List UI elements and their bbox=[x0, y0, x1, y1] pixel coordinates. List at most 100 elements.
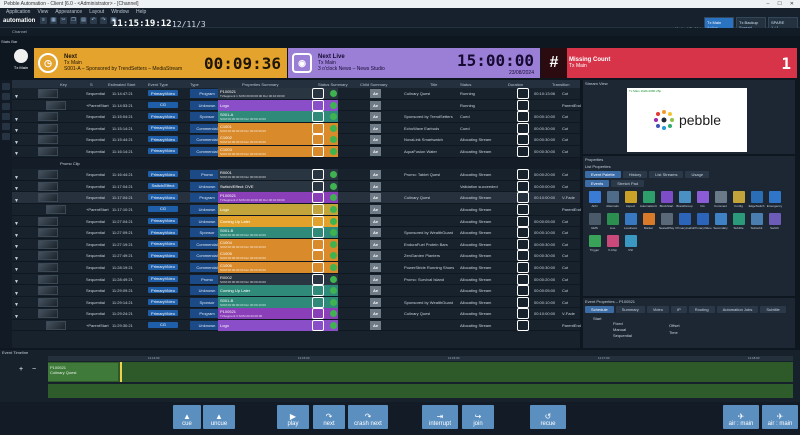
menu-appearance[interactable]: Appearance bbox=[55, 9, 83, 15]
copy-icon[interactable]: ❐ bbox=[70, 16, 77, 24]
timeline-track-video[interactable]: P100521 Culinary Quest bbox=[48, 362, 793, 382]
subtab-stretch-pad[interactable]: Stretch Pad bbox=[611, 180, 645, 187]
child-ae-icon[interactable]: Ae bbox=[370, 274, 381, 284]
join-button[interactable]: ↪ join bbox=[462, 405, 494, 429]
interrupt-button[interactable]: ⇥ interrupt bbox=[422, 405, 458, 429]
table-row[interactable]: ▼ Sequential 11:15:44:21 PrimaryVideo Co… bbox=[12, 134, 580, 146]
child-ae-icon[interactable]: Ae bbox=[370, 170, 381, 180]
palette-item[interactable]: Alternativ bbox=[605, 191, 620, 211]
table-row[interactable]: ▼ Sequential 11:29:09:21 PrimaryVideo Un… bbox=[12, 285, 580, 297]
palette-item[interactable]: Comment bbox=[713, 191, 728, 211]
maximize-icon[interactable]: ☐ bbox=[777, 1, 782, 7]
next-button[interactable]: ↷ next bbox=[313, 405, 345, 429]
group-header[interactable]: Promo Clip bbox=[12, 157, 580, 170]
palette-item[interactable]: Emergency bbox=[767, 191, 782, 211]
expand-icon[interactable]: ▼ bbox=[14, 139, 19, 146]
table-row[interactable]: ▼ Sequential 11:15:04:21 PrimaryVideo Sp… bbox=[12, 111, 580, 123]
col-title[interactable]: Title bbox=[430, 82, 438, 87]
palette-item[interactable]: Switch bbox=[767, 213, 782, 233]
table-row[interactable]: +ParentStart 11:17:10:21 CG Unknown Logo… bbox=[12, 203, 581, 216]
undo-icon[interactable]: ↶ bbox=[90, 16, 97, 24]
col-type[interactable]: Type bbox=[190, 82, 199, 87]
recue-button[interactable]: ↺ recue bbox=[530, 405, 566, 429]
table-row[interactable]: +ParentStart 11:29:30:21 CG Unknown Logo… bbox=[12, 319, 581, 332]
menu-view[interactable]: View bbox=[37, 9, 49, 15]
expand-icon[interactable]: ▼ bbox=[14, 221, 19, 228]
palette-item[interactable]: Aspect bbox=[623, 191, 638, 211]
expand-icon[interactable]: ▼ bbox=[14, 255, 19, 262]
expand-icon[interactable]: ▼ bbox=[14, 232, 19, 239]
timeline-playhead[interactable] bbox=[120, 362, 122, 382]
paste-icon[interactable]: ▤ bbox=[80, 16, 87, 24]
expand-icon[interactable]: ▼ bbox=[14, 313, 19, 320]
col-status-summary[interactable]: Status Summary bbox=[318, 82, 348, 87]
tool-select-icon[interactable] bbox=[2, 83, 10, 90]
sequential-radio[interactable]: Sequential bbox=[613, 333, 632, 338]
expand-icon[interactable]: ▼ bbox=[14, 302, 19, 309]
cue-button[interactable]: ▲ cue bbox=[173, 405, 201, 429]
table-row[interactable]: ▼ Sequential 11:29:14:21 PrimaryVideo Sp… bbox=[12, 296, 580, 309]
expand-icon[interactable]: ▼ bbox=[14, 267, 19, 274]
table-row[interactable]: ▼ Sequential 11:14:47:21 PrimaryVideo Pr… bbox=[12, 88, 580, 100]
palette-item[interactable]: Marker bbox=[641, 213, 656, 233]
col-status[interactable]: Status bbox=[460, 82, 472, 87]
crash-next-button[interactable]: ↷ crash next bbox=[348, 405, 388, 429]
palette-item[interactable]: Subsubti bbox=[749, 213, 764, 233]
palette-item[interactable]: Config bbox=[731, 191, 746, 211]
tool-hold-icon[interactable] bbox=[2, 123, 10, 130]
expand-icon[interactable]: ▼ bbox=[14, 128, 19, 135]
child-ae-icon[interactable]: Ae bbox=[370, 309, 381, 319]
child-ae-icon[interactable]: Ae bbox=[370, 297, 381, 307]
child-ae-icon[interactable]: Ae bbox=[370, 193, 381, 203]
tab-ip[interactable]: IP bbox=[670, 306, 687, 313]
tool-info-icon[interactable] bbox=[2, 133, 10, 140]
palette-item[interactable]: CG bbox=[695, 191, 710, 211]
child-ae-icon[interactable]: Ae bbox=[370, 262, 381, 272]
menu-application[interactable]: Application bbox=[6, 9, 31, 15]
tab-usage[interactable]: Usage bbox=[685, 171, 710, 178]
palette-item[interactable]: GMS bbox=[587, 213, 602, 233]
expand-icon[interactable]: ▼ bbox=[14, 244, 19, 251]
playlist-icon[interactable]: ≡ bbox=[40, 16, 47, 24]
table-row[interactable]: ▼ Sequential 11:28:19:21 PrimaryVideo Co… bbox=[12, 261, 580, 274]
child-ae-icon[interactable]: Ae bbox=[370, 89, 381, 98]
table-row[interactable]: ▼ Sequential 11:17:04:21 PrimaryVideo Pr… bbox=[12, 192, 580, 204]
uncue-button[interactable]: ▲ uncue bbox=[203, 405, 235, 429]
tab-automation-jobs[interactable]: Automation Jobs bbox=[716, 306, 759, 313]
tool-insert-icon[interactable] bbox=[2, 93, 10, 100]
child-ae-icon[interactable]: Ae bbox=[370, 135, 381, 145]
palette-item[interactable]: PrimaryAudio bbox=[676, 213, 694, 233]
col-properties-summary[interactable]: Properties Summary bbox=[242, 82, 279, 87]
expand-icon[interactable]: ▼ bbox=[14, 290, 19, 297]
palette-item[interactable]: VSI bbox=[623, 235, 638, 255]
tab-summary[interactable]: Summary bbox=[615, 306, 645, 313]
col-estimated-start[interactable]: Estimated Start bbox=[108, 82, 136, 87]
table-row[interactable]: ▼ Sequential 11:16:44:21 PrimaryVideo Pr… bbox=[12, 169, 580, 181]
child-ae-icon[interactable]: Ae bbox=[370, 251, 381, 261]
menu-window[interactable]: Window bbox=[111, 9, 129, 15]
expand-icon[interactable]: ▼ bbox=[14, 279, 19, 285]
child-ae-icon[interactable]: Ae bbox=[370, 123, 381, 133]
child-ae-icon[interactable]: Ae bbox=[370, 204, 381, 214]
palette-item[interactable]: EdgeSwitch bbox=[749, 191, 764, 211]
child-ae-icon[interactable]: Ae bbox=[370, 286, 381, 296]
tool-lock-icon[interactable] bbox=[2, 113, 10, 120]
lock-icon[interactable]: ▣ bbox=[110, 16, 117, 24]
col-event-type[interactable]: Event Type bbox=[148, 82, 168, 87]
palette-item[interactable]: AutomationC bbox=[640, 191, 657, 211]
timeline-track-audio[interactable] bbox=[48, 384, 793, 398]
palette-item[interactable]: Trigger bbox=[587, 235, 602, 255]
tab-video[interactable]: Video bbox=[646, 306, 669, 313]
table-row[interactable]: ▼ Sequential 11:29:24:21 PrimaryVideo Pr… bbox=[12, 308, 580, 320]
zoom-out-icon[interactable]: − bbox=[31, 365, 37, 373]
child-ae-icon[interactable]: Ae bbox=[370, 112, 381, 122]
palette-item[interactable]: Live bbox=[605, 213, 620, 233]
col-duration[interactable]: Duration bbox=[508, 82, 524, 87]
tab-list-streams[interactable]: List Streams bbox=[649, 171, 684, 178]
zoom-in-icon[interactable]: + bbox=[18, 365, 24, 373]
timeline-clip[interactable]: P100521 Culinary Quest bbox=[48, 363, 118, 381]
palette-item[interactable]: AFD bbox=[587, 191, 602, 211]
palette-item[interactable]: BlockStart bbox=[659, 191, 674, 211]
expand-icon[interactable]: ▼ bbox=[14, 186, 19, 193]
tool-delete-icon[interactable] bbox=[2, 103, 10, 110]
